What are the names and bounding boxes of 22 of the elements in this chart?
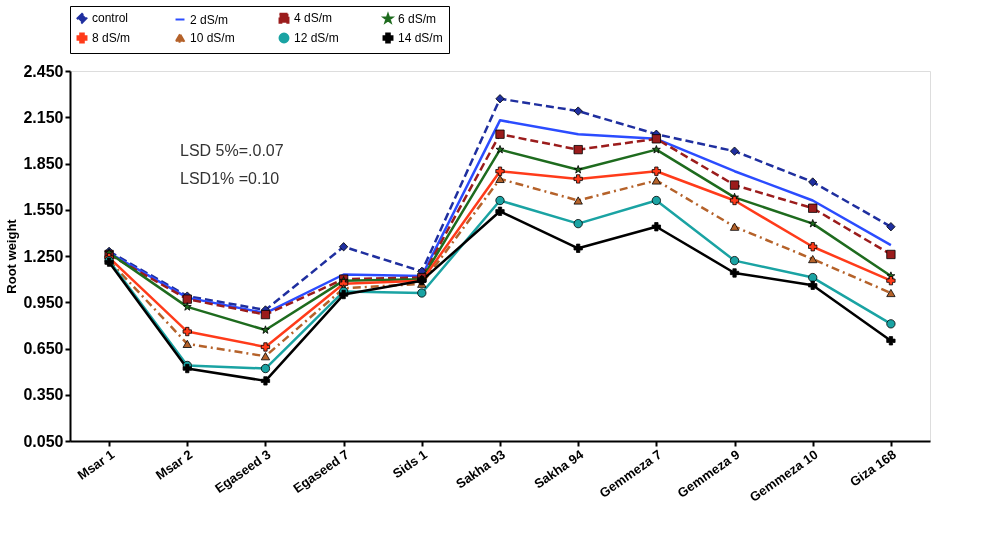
y-tick-label: 0.650 xyxy=(23,340,64,357)
legend-label: 12 dS/m xyxy=(294,31,339,45)
x-tick-label: Giza 168 xyxy=(847,446,899,490)
annotation: LSD 5%=.0.07 xyxy=(180,142,284,159)
legend-label: 2 dS/m xyxy=(190,12,229,27)
y-axis-title: Root weight xyxy=(4,218,20,294)
y-tick-label: 0.950 xyxy=(23,293,64,311)
legend-label: control xyxy=(92,11,129,26)
y-tick-label: 1.850 xyxy=(23,155,64,172)
legend-label: 4 dS/m xyxy=(294,11,333,26)
y-tick-label: 2.450 xyxy=(23,62,64,80)
legend-label: 6 dS/m xyxy=(398,11,437,26)
annotation: LSD1% =0.10 xyxy=(180,170,280,187)
y-tick-label: 0.050 xyxy=(23,432,64,450)
legend-label: 8 dS/m xyxy=(92,31,131,45)
y-tick-label: 0.350 xyxy=(23,386,64,404)
legend-label: 10 dS/m xyxy=(190,31,235,45)
y-tick-label: 2.150 xyxy=(23,108,64,126)
x-tick-label: Sids 1 xyxy=(389,446,430,482)
y-tick-label: 1.250 xyxy=(23,247,64,265)
y-tick-label: 1.550 xyxy=(23,201,64,219)
legend-label: 14 dS/m xyxy=(398,31,443,45)
